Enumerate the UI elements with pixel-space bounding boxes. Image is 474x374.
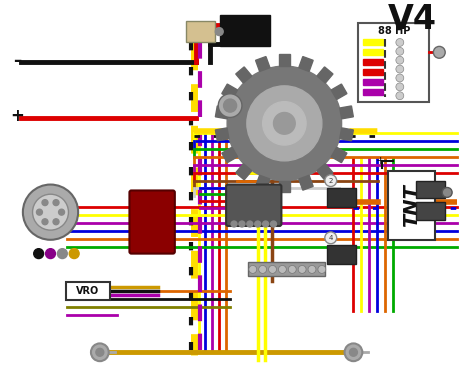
Text: –: – bbox=[13, 52, 21, 70]
Circle shape bbox=[249, 266, 257, 273]
Polygon shape bbox=[331, 84, 347, 99]
Polygon shape bbox=[215, 128, 229, 141]
Polygon shape bbox=[317, 164, 333, 180]
Text: VRO: VRO bbox=[76, 286, 100, 296]
Circle shape bbox=[215, 28, 223, 36]
Circle shape bbox=[255, 221, 261, 227]
Polygon shape bbox=[340, 106, 353, 119]
Polygon shape bbox=[222, 147, 237, 163]
FancyBboxPatch shape bbox=[129, 190, 175, 254]
Bar bbox=[248, 263, 325, 276]
Circle shape bbox=[34, 249, 44, 258]
Circle shape bbox=[224, 99, 237, 112]
Polygon shape bbox=[299, 56, 313, 71]
Circle shape bbox=[23, 184, 78, 240]
Polygon shape bbox=[236, 164, 252, 180]
Polygon shape bbox=[222, 84, 237, 99]
Circle shape bbox=[231, 221, 237, 227]
Circle shape bbox=[96, 348, 104, 356]
Circle shape bbox=[91, 343, 109, 361]
Circle shape bbox=[247, 86, 322, 161]
Circle shape bbox=[263, 102, 306, 145]
Circle shape bbox=[227, 66, 342, 181]
Polygon shape bbox=[331, 147, 347, 163]
Circle shape bbox=[53, 200, 59, 206]
Bar bbox=[363, 59, 383, 65]
Bar bbox=[363, 69, 383, 75]
Circle shape bbox=[396, 83, 404, 91]
Circle shape bbox=[271, 221, 276, 227]
Circle shape bbox=[46, 249, 55, 258]
Polygon shape bbox=[340, 128, 353, 141]
Circle shape bbox=[247, 221, 253, 227]
FancyBboxPatch shape bbox=[66, 282, 109, 300]
Polygon shape bbox=[236, 67, 252, 83]
Circle shape bbox=[218, 94, 242, 117]
Bar bbox=[363, 49, 383, 55]
Circle shape bbox=[288, 266, 296, 273]
Circle shape bbox=[298, 266, 306, 273]
Text: V4: V4 bbox=[388, 3, 437, 36]
Circle shape bbox=[325, 175, 337, 187]
Bar bbox=[363, 40, 383, 45]
Circle shape bbox=[57, 249, 67, 258]
Circle shape bbox=[396, 39, 404, 46]
Bar bbox=[327, 245, 356, 264]
Text: TNT: TNT bbox=[402, 184, 421, 227]
Circle shape bbox=[442, 187, 452, 197]
Bar bbox=[327, 187, 356, 207]
Polygon shape bbox=[255, 56, 270, 71]
Bar bbox=[358, 23, 429, 102]
Polygon shape bbox=[299, 175, 313, 190]
Text: 4: 4 bbox=[328, 235, 333, 241]
Circle shape bbox=[59, 209, 64, 215]
Text: 2: 2 bbox=[328, 178, 333, 184]
Circle shape bbox=[396, 92, 404, 100]
Bar bbox=[363, 89, 383, 95]
Circle shape bbox=[53, 219, 59, 225]
Circle shape bbox=[42, 200, 48, 206]
Polygon shape bbox=[279, 54, 290, 66]
Circle shape bbox=[345, 343, 362, 361]
Polygon shape bbox=[255, 175, 270, 190]
Circle shape bbox=[263, 221, 269, 227]
Circle shape bbox=[259, 266, 266, 273]
Circle shape bbox=[69, 249, 79, 258]
Circle shape bbox=[239, 221, 245, 227]
Polygon shape bbox=[279, 181, 290, 193]
Text: +: + bbox=[10, 107, 24, 125]
Bar bbox=[220, 15, 270, 46]
Bar bbox=[186, 21, 215, 42]
Bar bbox=[416, 202, 445, 220]
Circle shape bbox=[349, 348, 357, 356]
Bar bbox=[388, 171, 435, 240]
Circle shape bbox=[396, 65, 404, 73]
Circle shape bbox=[36, 209, 42, 215]
Circle shape bbox=[278, 266, 286, 273]
Circle shape bbox=[396, 74, 404, 82]
Circle shape bbox=[273, 113, 295, 134]
Bar bbox=[363, 79, 383, 85]
Circle shape bbox=[42, 219, 48, 225]
Bar bbox=[416, 181, 445, 198]
Circle shape bbox=[269, 266, 276, 273]
FancyBboxPatch shape bbox=[226, 184, 282, 226]
Polygon shape bbox=[215, 106, 229, 119]
Circle shape bbox=[396, 47, 404, 55]
Circle shape bbox=[308, 266, 316, 273]
Text: 88 HP: 88 HP bbox=[378, 25, 410, 36]
Circle shape bbox=[325, 232, 337, 244]
Circle shape bbox=[396, 56, 404, 64]
Circle shape bbox=[318, 266, 326, 273]
Circle shape bbox=[33, 194, 68, 230]
Text: +: + bbox=[375, 156, 385, 166]
Polygon shape bbox=[317, 67, 333, 83]
Circle shape bbox=[433, 46, 445, 58]
